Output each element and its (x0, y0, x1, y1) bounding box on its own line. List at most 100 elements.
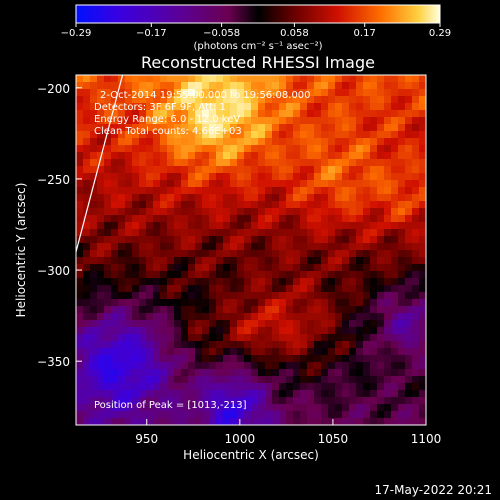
heatmap-cell (335, 96, 343, 104)
heatmap-cell (314, 117, 322, 125)
heatmap-cell (146, 117, 154, 125)
heatmap-cell (286, 411, 294, 419)
heatmap-cell (398, 208, 406, 216)
heatmap-cell (230, 390, 238, 398)
heatmap-cell (160, 390, 168, 398)
heatmap-cell (342, 418, 350, 425)
heatmap-cell (76, 306, 84, 314)
heatmap-cell (216, 285, 224, 293)
heatmap-cell (83, 285, 91, 293)
heatmap-cell (153, 250, 161, 258)
heatmap-cell (370, 306, 378, 314)
heatmap-cell (139, 278, 147, 286)
heatmap-cell (398, 103, 406, 111)
heatmap-cell (125, 89, 133, 97)
heatmap-cell (342, 159, 350, 167)
heatmap-cell (195, 229, 203, 237)
heatmap-cell (223, 397, 231, 405)
heatmap-cell (391, 159, 399, 167)
heatmap-cell (300, 404, 308, 412)
heatmap-cell (174, 250, 182, 258)
heatmap-cell (412, 173, 420, 181)
heatmap-cell (125, 110, 133, 118)
heatmap-cell (174, 320, 182, 328)
heatmap-cell (216, 327, 224, 335)
heatmap-cell (321, 369, 329, 377)
heatmap-cell (104, 243, 112, 251)
heatmap-cell (195, 236, 203, 244)
heatmap-cell (83, 236, 91, 244)
heatmap-cell (321, 341, 329, 349)
heatmap-cell (90, 103, 98, 111)
heatmap-cell (195, 285, 203, 293)
heatmap-cell (419, 313, 426, 321)
heatmap-cell (90, 236, 98, 244)
heatmap-cell (153, 355, 161, 363)
y-tick-label: −300 (37, 264, 70, 278)
heatmap-cell (412, 96, 420, 104)
heatmap-cell (216, 124, 224, 132)
heatmap-cell (293, 264, 301, 272)
heatmap-cell (307, 124, 315, 132)
heatmap-cell (279, 285, 287, 293)
heatmap-cell (377, 215, 385, 223)
heatmap-cell (384, 264, 392, 272)
heatmap-cell (223, 103, 231, 111)
heatmap-cell (328, 362, 336, 370)
heatmap-cell (342, 362, 350, 370)
heatmap-cell (209, 362, 217, 370)
heatmap-cell (286, 383, 294, 391)
heatmap-cell (146, 75, 154, 83)
heatmap-cell (265, 117, 273, 125)
heatmap-cell (223, 418, 231, 425)
heatmap-cell (188, 264, 196, 272)
heatmap-cell (342, 138, 350, 146)
heatmap-cell (167, 404, 175, 412)
heatmap-cell (419, 229, 426, 237)
heatmap-cell (118, 383, 126, 391)
heatmap-cell (321, 250, 329, 258)
heatmap-cell (405, 418, 413, 425)
heatmap-cell (412, 278, 420, 286)
heatmap-cell (76, 187, 84, 195)
heatmap-cell (321, 334, 329, 342)
heatmap-cell (244, 222, 252, 230)
heatmap-cell (174, 306, 182, 314)
heatmap-cell (104, 362, 112, 370)
heatmap-cell (167, 222, 175, 230)
heatmap-cell (174, 355, 182, 363)
heatmap-cell (279, 355, 287, 363)
heatmap-cell (300, 229, 308, 237)
heatmap-cell (188, 292, 196, 300)
heatmap-cell (146, 110, 154, 118)
heatmap-cell (139, 222, 147, 230)
heatmap-cell (314, 229, 322, 237)
heatmap-cell (195, 278, 203, 286)
heatmap-cell (223, 313, 231, 321)
heatmap-cell (139, 355, 147, 363)
heatmap-cell (258, 152, 266, 160)
heatmap-cell (202, 96, 210, 104)
heatmap-cell (335, 397, 343, 405)
heatmap-cell (195, 152, 203, 160)
heatmap-cell (314, 285, 322, 293)
heatmap-cell (202, 215, 210, 223)
heatmap-cell (342, 201, 350, 209)
heatmap-cell (370, 145, 378, 153)
heatmap-cell (258, 390, 266, 398)
heatmap-cell (391, 229, 399, 237)
heatmap-cell (97, 362, 105, 370)
heatmap-cell (125, 306, 133, 314)
colorbar-tick-label: −0.29 (61, 28, 92, 39)
heatmap-cell (216, 229, 224, 237)
heatmap-cell (111, 257, 119, 265)
heatmap-cell (76, 257, 84, 265)
heatmap-cell (174, 362, 182, 370)
heatmap-cell (377, 264, 385, 272)
heatmap-cell (279, 390, 287, 398)
heatmap-cell (398, 362, 406, 370)
heatmap-cell (202, 362, 210, 370)
heatmap-cell (272, 362, 280, 370)
heatmap-cell (104, 124, 112, 132)
heatmap-cell (265, 173, 273, 181)
